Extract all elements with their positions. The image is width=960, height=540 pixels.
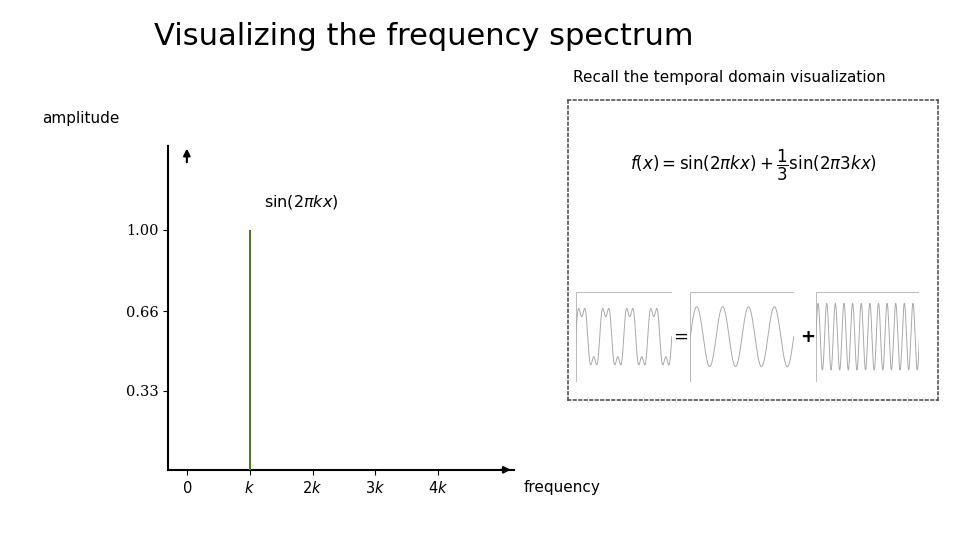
Text: Recall the temporal domain visualization: Recall the temporal domain visualization	[573, 70, 886, 85]
Bar	[576, 292, 672, 382]
Text: amplitude: amplitude	[42, 111, 120, 126]
Text: frequency: frequency	[524, 480, 601, 495]
Text: =: =	[674, 328, 688, 346]
Bar	[249, 230, 251, 470]
Text: Visualizing the frequency spectrum: Visualizing the frequency spectrum	[154, 22, 693, 51]
Text: $\sin(2\pi kx)$: $\sin(2\pi kx)$	[263, 193, 338, 211]
Text: $f(x) = \sin(2\pi kx) + \dfrac{1}{3}\sin(2\pi 3kx)$: $f(x) = \sin(2\pi kx) + \dfrac{1}{3}\sin…	[630, 148, 876, 184]
Bar	[690, 292, 794, 382]
Text: +: +	[801, 328, 815, 346]
